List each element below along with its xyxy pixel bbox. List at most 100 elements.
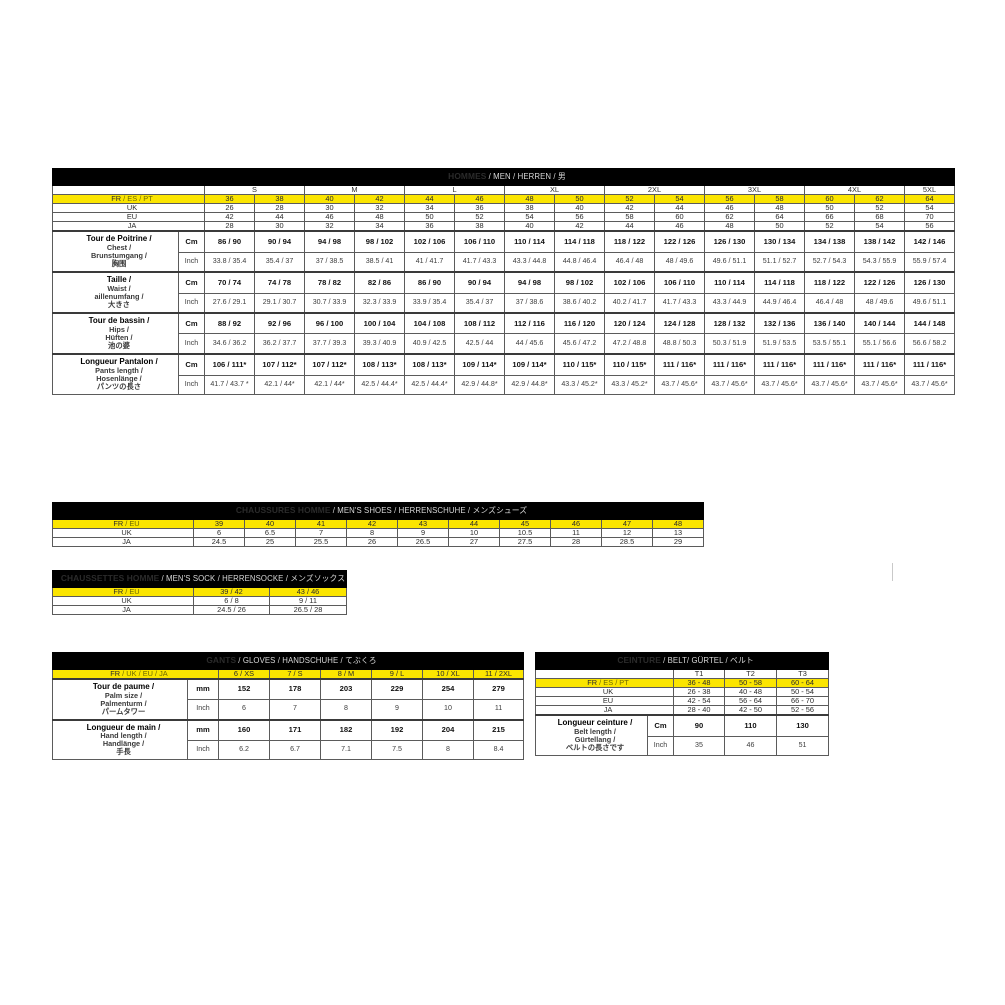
measurement-cell: 86 / 90 [204,230,255,253]
measurement-cell: 51.1 / 52.7 [754,251,805,273]
standard-size-row: JA 28 - 40 42 - 50 52 - 56 [535,705,830,716]
measurement-cell: 38.6 / 40.2 [554,292,605,314]
measurement-cell: 229 [371,677,423,701]
measurement-cell: 41 / 41.7 [404,251,455,273]
row-label-main: FR [111,193,122,203]
size-header-3xl: 3XL [704,184,805,195]
measurement-cell: 51.9 / 53.5 [754,333,805,355]
measurement-label-line: Chest / [106,243,132,253]
size-cell: 13 [651,527,705,538]
measurement-cell: 110 / 114 [704,271,755,294]
measurement-cell: 32.3 / 33.9 [354,292,405,314]
measurement-cell: 108 / 113* [354,352,405,376]
measurement-cell: 122 / 126 [654,230,705,253]
size-cell: 60 - 64 [775,677,830,688]
measurement-row-inch: Inch 33.8 / 35.4 35.4 / 37 37 / 38.5 38.5 / … [53,251,955,273]
measurement-cell: 43.3 / 44.9 [704,292,755,314]
size-cell: 40 [504,221,555,233]
row-label-main: FR [587,677,598,687]
measurement-cell: 37 / 38.5 [304,251,355,273]
measurement-cell: 47.2 / 48.8 [604,333,655,355]
measurement-cell: 120 / 124 [604,311,655,335]
measurement-cell: 140 / 144 [854,311,905,335]
glove-size-header-cell: 8 / M [320,668,372,680]
measurement-cell: 52.7 / 54.3 [804,251,855,273]
section-banner-row: CHAUSSURES HOMME / MEN'S SHOES / HERRENS… [51,502,705,520]
measurement-row-cm: Tour de bassin / Hips / Hüften / 池の婆 Cm 88 / … [52,311,955,355]
size-cell: 54 [654,193,705,204]
measurement-cell: 118 / 122 [604,230,655,253]
measurement-cell: 50.3 / 51.9 [704,333,755,355]
standard-size-row: FR / EU 39 40 41 42 43 44 45 46 47 48 [52,518,705,529]
measurement-row-cm: Longueur ceinture / Belt length / Gürtella… [535,714,830,757]
measurement-cell: 215 [473,718,524,742]
section-banner-row: CEINTURE / BELT/ GÜRTEL / ベルト [534,652,830,670]
size-cell: 9 / 11 [269,595,347,606]
measurement-cell: 109 / 114* [504,352,555,376]
size-cell: 44 [404,193,455,204]
row-label-rest: / ES / PT [599,677,629,687]
measurement-cell: 110 / 115* [554,352,605,376]
size-cell: 40 [244,518,296,529]
measurement-cell: 41.7 / 43.3 [654,292,705,314]
measurement-row-mm: Longueur de main / Hand length / Handlänge… [52,718,524,761]
measurement-cell: 34.6 / 36.2 [204,333,255,355]
measurement-cell: 90 [673,714,725,738]
row-label: JA [52,604,194,615]
measurement-cell: 108 / 112 [454,311,505,335]
banner-main: HOMMES [448,171,487,181]
measurement-cell: 11 [473,699,524,721]
measurement-cell: 111 / 116* [704,352,755,376]
standard-size-row: JA 28 30 32 34 36 38 40 42 44 46 48 50 52 54 56 [52,221,955,233]
row-label-main: UK [121,527,132,537]
measurement-label-line: aillenumfang / [94,291,144,301]
measurement-row-cm: Longueur Pantalon / Pants length / Hosenlä… [52,352,955,395]
row-label-rest: / UK / EU / JA [122,668,168,678]
measurement-cell: 90 / 94 [454,271,505,294]
measurement-cell: 78 / 82 [304,271,355,294]
measurement-cell: 43.3 / 45.2* [604,374,655,395]
standard-size-row: UK 6 6.5 7 8 9 10 10.5 11 12 13 [52,527,705,538]
measurement-cell: 42.1 / 44* [254,374,305,395]
banner-translations: / MEN / HERREN / 男 [488,172,566,181]
measurement-cell: 107 / 112* [254,352,305,376]
size-cell: 45 [499,518,551,529]
measurement-cell: 112 / 116 [504,311,555,335]
size-cell: 50 - 58 [724,677,777,688]
size-header-t2: T2 [724,668,777,679]
size-cell: 60 [804,193,855,204]
size-cell: 38 [454,221,505,233]
standard-size-row: JA 24.5 25 25.5 26 26.5 27 27.5 28 28.5 29 [52,536,705,547]
banner-translations: / MEN'S SHOES / HERRENSCHUHE / メンズシューズ [332,506,528,515]
size-cell: 11 [550,527,602,538]
measurement-cell: 98 / 102 [354,230,405,253]
size-header-t3: T3 [775,668,830,679]
measurement-row-inch: Inch 6.2 6.7 7.1 7.5 8 8.4 [53,740,524,761]
measurement-cell: 192 [371,718,423,742]
size-header-2xl: 2XL [604,184,705,195]
measurement-label-line: Hips / [109,324,129,334]
size-cell: 39 [193,518,245,529]
measurement-cell: 98 / 102 [554,271,605,294]
size-header-l: L [404,184,505,195]
measurement-cell: 6.7 [269,740,321,761]
unit-cell-inch: Inch [178,333,205,355]
measurement-label-line: ベルトの長さです [565,743,625,753]
measurement-cell: 37.7 / 39.3 [304,333,355,355]
measurement-cell: 46.4 / 48 [804,292,855,314]
measurement-cell: 94 / 98 [504,271,555,294]
size-cell: 25 [244,536,296,547]
measurement-cell: 124 / 128 [654,311,705,335]
size-cell: 32 [304,221,355,233]
unit-cell-cm: Cm [178,271,205,294]
measurement-label-line: Hosenlänge / [96,373,142,383]
measurement-cell: 171 [269,718,321,742]
measurement-cell: 35.4 / 37 [254,251,305,273]
measurement-cell: 152 [218,677,270,701]
gloves-size-table: GANTS / GLOVES / HANDSCHUHE / てぶくろ FR / U… [52,652,524,761]
measurement-cell: 7 [269,699,321,721]
unit-cell-cm: Cm [178,230,205,253]
measurement-cell: 8.4 [473,740,524,761]
men-shoes-table: CHAUSSURES HOMME / MEN'S SHOES / HERRENS… [51,502,705,547]
